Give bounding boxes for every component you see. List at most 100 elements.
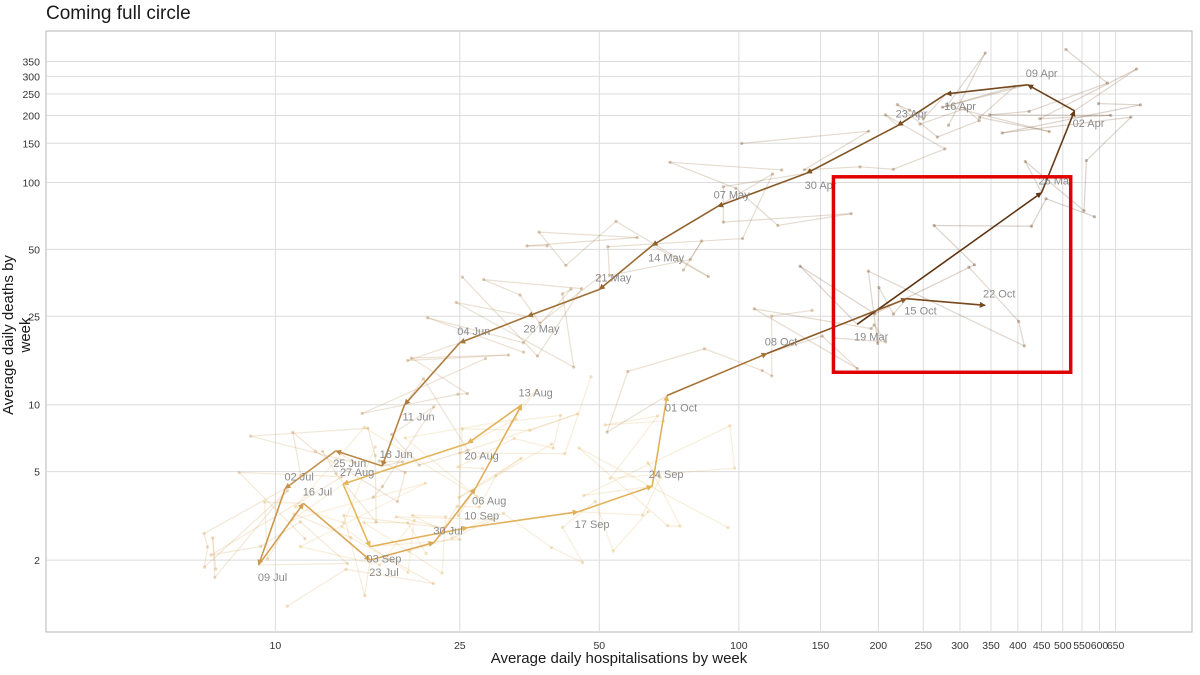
- week-label: 15 Oct: [904, 306, 936, 318]
- daily-trace-segment: [578, 447, 729, 529]
- daily-trace-segment: [565, 220, 617, 266]
- daily-trace-segment: [885, 114, 946, 150]
- daily-point: [534, 388, 539, 393]
- daily-point: [866, 269, 870, 273]
- week-segment: [257, 488, 286, 566]
- daily-trace-segment: [379, 460, 403, 463]
- daily-trace-segment: [735, 187, 779, 226]
- daily-trace-segment: [214, 490, 288, 578]
- daily-point: [265, 557, 270, 561]
- daily-trace-segment: [343, 446, 376, 524]
- daily-trace-segment: [934, 224, 1032, 227]
- daily-trace-segment: [551, 546, 583, 564]
- daily-point: [563, 452, 567, 456]
- daily-trace-segment: [741, 173, 774, 239]
- daily-point: [726, 526, 730, 530]
- daily-point: [410, 513, 415, 517]
- daily-point: [978, 115, 982, 119]
- daily-trace-segment: [210, 545, 261, 556]
- daily-trace-segment: [459, 452, 565, 455]
- daily-point: [908, 108, 912, 112]
- daily-point: [598, 274, 602, 279]
- daily-point: [460, 427, 464, 431]
- daily-trace-segment: [350, 537, 434, 585]
- daily-point: [403, 470, 407, 474]
- daily-trace-segment: [942, 86, 1015, 108]
- week-segment: [257, 502, 305, 566]
- daily-point: [658, 475, 662, 479]
- week-label: 16 Apr: [944, 101, 976, 113]
- daily-trace-segment: [1002, 116, 1131, 134]
- daily-point: [646, 461, 650, 465]
- daily-point: [603, 423, 607, 427]
- daily-trace-segment: [868, 270, 1025, 347]
- y-tick-label: 25: [28, 311, 40, 323]
- x-tick-label: 600: [1091, 640, 1109, 652]
- daily-point: [1023, 159, 1027, 164]
- x-tick-label: 150: [812, 640, 830, 652]
- daily-point: [457, 495, 461, 500]
- daily-trace-segment: [412, 514, 461, 540]
- daily-point: [626, 369, 630, 374]
- y-axis-label: Average daily deaths by week: [0, 255, 34, 415]
- daily-point: [342, 521, 346, 525]
- week-segment: [459, 315, 528, 344]
- daily-point: [535, 354, 540, 358]
- daily-point: [589, 375, 593, 379]
- daily-trace-segment: [627, 348, 705, 373]
- daily-point: [577, 446, 581, 450]
- daily-point: [313, 449, 318, 453]
- axis-ticks: 10 25 50 100 150 200 250 300 350 400 450 500 550 6006…: [22, 56, 1124, 652]
- daily-point: [458, 537, 462, 542]
- daily-point: [549, 442, 554, 446]
- daily-point: [425, 316, 430, 320]
- daily-trace-segment: [238, 472, 306, 540]
- daily-trace-segment: [651, 245, 709, 278]
- daily-point: [285, 604, 289, 608]
- daily-point: [481, 278, 486, 282]
- daily-trace-segment: [379, 519, 415, 566]
- week-label: 30 Apr: [805, 180, 837, 192]
- daily-point: [918, 122, 922, 126]
- x-tick-label: 450: [1033, 640, 1051, 652]
- daily-point: [395, 500, 400, 504]
- daily-point: [424, 551, 428, 556]
- daily-trace-segment: [1018, 321, 1025, 347]
- daily-point: [1129, 115, 1133, 119]
- daily-trace-segment: [264, 501, 304, 504]
- daily-trace-segment: [1065, 49, 1108, 84]
- daily-trace-segment: [212, 537, 217, 570]
- daily-point: [477, 505, 481, 509]
- daily-point: [681, 268, 686, 272]
- y-tick-label: 350: [22, 56, 40, 68]
- daily-trace-segment: [964, 108, 980, 122]
- highlight-box: [831, 175, 1073, 375]
- daily-point: [285, 489, 290, 493]
- daily-trace-segment: [467, 418, 517, 444]
- daily-trace-segment: [919, 107, 966, 125]
- y-tick-label: 10: [28, 400, 40, 412]
- daily-trace-segment: [258, 562, 348, 566]
- daily-point: [440, 571, 444, 575]
- daily-point: [559, 413, 563, 417]
- daily-trace-segment: [538, 231, 567, 266]
- daily-point: [721, 185, 726, 189]
- daily-point: [363, 594, 367, 598]
- daily-point: [444, 515, 448, 519]
- daily-point: [572, 365, 576, 369]
- daily-trace-segment: [204, 490, 288, 568]
- daily-point: [380, 484, 384, 489]
- daily-trace-segment: [483, 279, 582, 290]
- daily-point: [340, 475, 344, 479]
- daily-point: [561, 525, 565, 529]
- daily-point: [214, 567, 218, 571]
- y-tick-label: 300: [22, 71, 40, 83]
- daily-trace-segment: [374, 455, 377, 523]
- daily-trace-segment: [717, 173, 773, 207]
- daily-trace-segment: [458, 457, 522, 498]
- week-segment: [342, 442, 468, 486]
- daily-trace-segment: [521, 390, 537, 406]
- daily-point: [506, 353, 511, 357]
- daily-trace-segment: [526, 236, 638, 247]
- week-segment: [577, 485, 653, 513]
